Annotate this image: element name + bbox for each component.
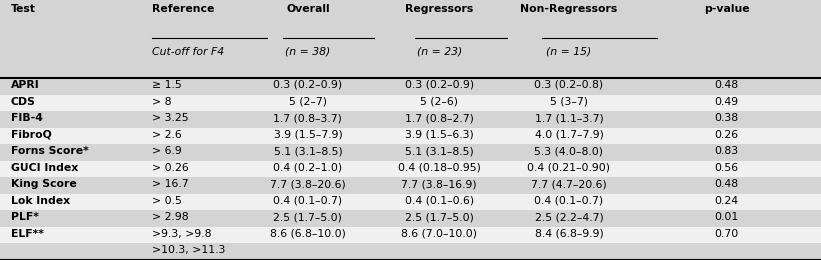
Text: > 8: > 8 xyxy=(152,96,172,107)
Bar xyxy=(0,95,821,111)
Text: Non-Regressors: Non-Regressors xyxy=(521,4,617,14)
Bar xyxy=(0,128,821,144)
Text: Cut-off for F4: Cut-off for F4 xyxy=(152,47,224,57)
Text: 5 (2–6): 5 (2–6) xyxy=(420,96,458,107)
Text: > 2.6: > 2.6 xyxy=(152,129,181,140)
Bar xyxy=(0,0,821,78)
Bar xyxy=(0,161,821,177)
Text: > 2.98: > 2.98 xyxy=(152,212,189,222)
Text: (n = 23): (n = 23) xyxy=(416,47,462,57)
Text: 0.24: 0.24 xyxy=(714,196,739,206)
Text: 8.4 (6.8–9.9): 8.4 (6.8–9.9) xyxy=(534,229,603,239)
Bar xyxy=(0,111,821,128)
Text: CDS: CDS xyxy=(11,96,35,107)
Text: 0.70: 0.70 xyxy=(714,229,739,239)
Text: 0.48: 0.48 xyxy=(714,80,739,90)
Text: > 0.26: > 0.26 xyxy=(152,163,189,173)
Text: 7.7 (4.7–20.6): 7.7 (4.7–20.6) xyxy=(531,179,607,189)
Text: 1.7 (0.8–3.7): 1.7 (0.8–3.7) xyxy=(273,113,342,123)
Text: Regressors: Regressors xyxy=(405,4,474,14)
Text: 0.3 (0.2–0.8): 0.3 (0.2–0.8) xyxy=(534,80,603,90)
Text: >10.3, >11.3: >10.3, >11.3 xyxy=(152,245,225,255)
Text: 5 (3–7): 5 (3–7) xyxy=(550,96,588,107)
Text: 5.1 (3.1–8.5): 5.1 (3.1–8.5) xyxy=(405,146,474,156)
Text: APRI: APRI xyxy=(11,80,39,90)
Text: 2.5 (1.7–5.0): 2.5 (1.7–5.0) xyxy=(273,212,342,222)
Bar xyxy=(0,243,821,260)
Text: ≥ 1.5: ≥ 1.5 xyxy=(152,80,181,90)
Text: Lok Index: Lok Index xyxy=(11,196,70,206)
Text: 0.4 (0.21–0.90): 0.4 (0.21–0.90) xyxy=(527,163,611,173)
Text: Test: Test xyxy=(11,4,35,14)
Text: > 0.5: > 0.5 xyxy=(152,196,181,206)
Text: Overall: Overall xyxy=(286,4,330,14)
Bar xyxy=(0,210,821,227)
Text: 0.38: 0.38 xyxy=(714,113,739,123)
Text: King Score: King Score xyxy=(11,179,76,189)
Text: FIB-4: FIB-4 xyxy=(11,113,43,123)
Text: 0.3 (0.2–0.9): 0.3 (0.2–0.9) xyxy=(405,80,474,90)
Text: Reference: Reference xyxy=(152,4,214,14)
Bar xyxy=(0,144,821,161)
Text: 0.4 (0.18–0.95): 0.4 (0.18–0.95) xyxy=(398,163,480,173)
Bar xyxy=(0,194,821,210)
Text: Forns Score*: Forns Score* xyxy=(11,146,89,156)
Text: 7.7 (3.8–16.9): 7.7 (3.8–16.9) xyxy=(401,179,477,189)
Text: 0.4 (0.1–0.6): 0.4 (0.1–0.6) xyxy=(405,196,474,206)
Text: 0.56: 0.56 xyxy=(714,163,739,173)
Text: 5.3 (4.0–8.0): 5.3 (4.0–8.0) xyxy=(534,146,603,156)
Text: 1.7 (0.8–2.7): 1.7 (0.8–2.7) xyxy=(405,113,474,123)
Text: 3.9 (1.5–6.3): 3.9 (1.5–6.3) xyxy=(405,129,474,140)
Text: FibroQ: FibroQ xyxy=(11,129,52,140)
Text: 2.5 (1.7–5.0): 2.5 (1.7–5.0) xyxy=(405,212,474,222)
Text: PLF*: PLF* xyxy=(11,212,39,222)
Bar xyxy=(0,177,821,194)
Text: 0.4 (0.2–1.0): 0.4 (0.2–1.0) xyxy=(273,163,342,173)
Text: > 16.7: > 16.7 xyxy=(152,179,189,189)
Text: 0.3 (0.2–0.9): 0.3 (0.2–0.9) xyxy=(273,80,342,90)
Text: 8.6 (7.0–10.0): 8.6 (7.0–10.0) xyxy=(401,229,477,239)
Text: ELF**: ELF** xyxy=(11,229,44,239)
Text: 8.6 (6.8–10.0): 8.6 (6.8–10.0) xyxy=(270,229,346,239)
Text: 3.9 (1.5–7.9): 3.9 (1.5–7.9) xyxy=(273,129,342,140)
Text: > 6.9: > 6.9 xyxy=(152,146,181,156)
Text: 0.83: 0.83 xyxy=(714,146,739,156)
Text: 0.4 (0.1–0.7): 0.4 (0.1–0.7) xyxy=(534,196,603,206)
Bar xyxy=(0,227,821,243)
Text: 1.7 (1.1–3.7): 1.7 (1.1–3.7) xyxy=(534,113,603,123)
Text: (n = 15): (n = 15) xyxy=(546,47,592,57)
Bar xyxy=(0,78,821,95)
Text: GUCI Index: GUCI Index xyxy=(11,163,78,173)
Text: p-value: p-value xyxy=(704,4,750,14)
Text: 2.5 (2.2–4.7): 2.5 (2.2–4.7) xyxy=(534,212,603,222)
Text: > 3.25: > 3.25 xyxy=(152,113,189,123)
Text: 5 (2–7): 5 (2–7) xyxy=(289,96,327,107)
Text: >9.3, >9.8: >9.3, >9.8 xyxy=(152,229,211,239)
Text: (n = 38): (n = 38) xyxy=(285,47,331,57)
Text: 0.26: 0.26 xyxy=(714,129,739,140)
Text: 0.4 (0.1–0.7): 0.4 (0.1–0.7) xyxy=(273,196,342,206)
Text: 0.01: 0.01 xyxy=(714,212,739,222)
Text: 0.48: 0.48 xyxy=(714,179,739,189)
Text: 4.0 (1.7–7.9): 4.0 (1.7–7.9) xyxy=(534,129,603,140)
Text: 0.49: 0.49 xyxy=(714,96,739,107)
Text: 5.1 (3.1–8.5): 5.1 (3.1–8.5) xyxy=(273,146,342,156)
Text: 7.7 (3.8–20.6): 7.7 (3.8–20.6) xyxy=(270,179,346,189)
